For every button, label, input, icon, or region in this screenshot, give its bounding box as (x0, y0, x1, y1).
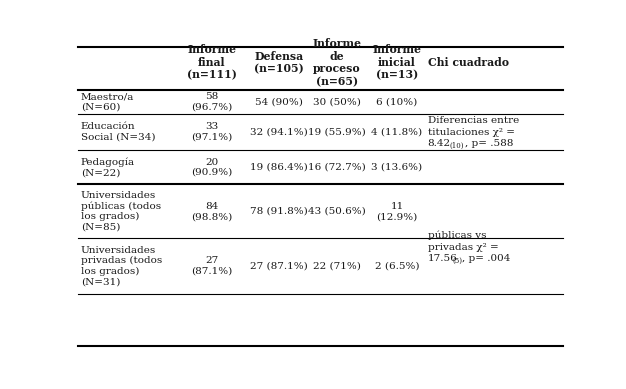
Text: (5): (5) (453, 257, 463, 265)
Text: Defensa
(n=105): Defensa (n=105) (254, 51, 304, 74)
Text: , p= .588: , p= .588 (465, 139, 514, 148)
Text: 20
(90.9%): 20 (90.9%) (191, 158, 232, 177)
Text: 58
(96.7%): 58 (96.7%) (191, 93, 232, 112)
Text: 27 (87.1%): 27 (87.1%) (250, 261, 307, 271)
Text: Chi cuadrado: Chi cuadrado (428, 57, 508, 68)
Text: titulaciones χ² =: titulaciones χ² = (428, 128, 515, 137)
Text: Pedagogía
(N=22): Pedagogía (N=22) (81, 157, 135, 177)
Text: Educación
Social (N=34): Educación Social (N=34) (81, 123, 155, 142)
Text: Maestro/a
(N=60): Maestro/a (N=60) (81, 93, 134, 112)
Text: Universidades
privadas (todos
los grados)
(N=31): Universidades privadas (todos los grados… (81, 246, 162, 286)
Text: 43 (50.6%): 43 (50.6%) (308, 207, 366, 216)
Text: 30 (50%): 30 (50%) (313, 98, 361, 107)
Text: 54 (90%): 54 (90%) (255, 98, 302, 107)
Text: públicas vs: públicas vs (428, 231, 486, 240)
Text: 17.56: 17.56 (428, 254, 458, 263)
Text: 8.42: 8.42 (428, 139, 451, 148)
Text: 3 (13.6%): 3 (13.6%) (371, 163, 423, 172)
Text: (10): (10) (450, 142, 464, 150)
Text: , p= .004: , p= .004 (463, 254, 511, 263)
Text: Diferencias entre: Diferencias entre (428, 116, 519, 125)
Text: 19 (86.4%): 19 (86.4%) (250, 163, 307, 172)
Text: Informe
de
proceso
(n=65): Informe de proceso (n=65) (312, 38, 361, 87)
Text: 2 (6.5%): 2 (6.5%) (375, 261, 419, 271)
Text: 6 (10%): 6 (10%) (376, 98, 418, 107)
Text: 16 (72.7%): 16 (72.7%) (308, 163, 366, 172)
Text: 84
(98.8%): 84 (98.8%) (191, 202, 232, 221)
Text: 4 (11.8%): 4 (11.8%) (371, 128, 423, 137)
Text: 32 (94.1%): 32 (94.1%) (250, 128, 307, 137)
Text: privadas χ² =: privadas χ² = (428, 243, 498, 252)
Text: 27
(87.1%): 27 (87.1%) (191, 256, 232, 276)
Text: Informe
inicial
(n=13): Informe inicial (n=13) (372, 44, 421, 81)
Text: 19 (55.9%): 19 (55.9%) (308, 128, 366, 137)
Text: 11
(12.9%): 11 (12.9%) (376, 202, 418, 221)
Text: 22 (71%): 22 (71%) (313, 261, 361, 271)
Text: 33
(97.1%): 33 (97.1%) (191, 123, 232, 142)
Text: Informe
final
(n=111): Informe final (n=111) (187, 44, 237, 81)
Text: Universidades
públicas (todos
los grados)
(N=85): Universidades públicas (todos los grados… (81, 191, 161, 232)
Text: 78 (91.8%): 78 (91.8%) (250, 207, 307, 216)
